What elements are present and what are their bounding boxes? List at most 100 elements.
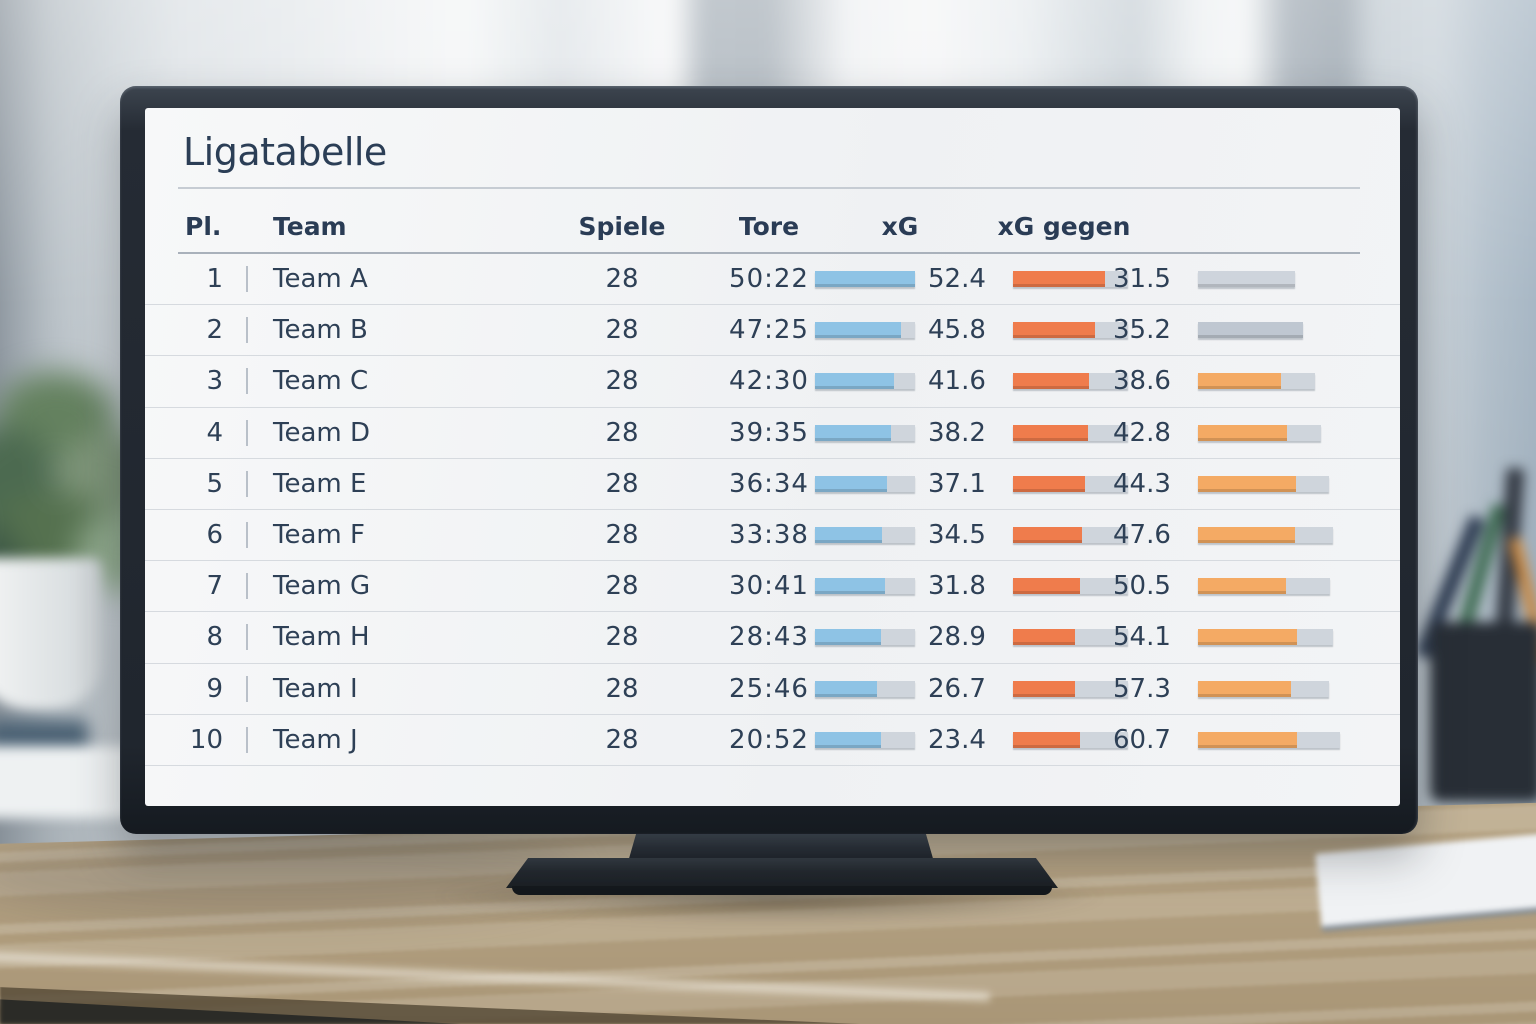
tore-cell: 47:25 bbox=[729, 315, 809, 346]
pencil-cup bbox=[1412, 440, 1536, 820]
rank-divider bbox=[246, 624, 248, 651]
header-divider bbox=[178, 252, 1360, 254]
xg-bar-fill bbox=[815, 629, 881, 646]
monitor-stand-base-lip bbox=[512, 886, 1052, 895]
trend-bar-fill bbox=[1198, 629, 1297, 646]
xg-gegen-value-cell: 38.6 bbox=[1113, 366, 1171, 397]
table-row: 5 Team E 28 36:34 37.1 44.3 bbox=[145, 459, 1400, 510]
monitor-stand-base bbox=[506, 858, 1058, 888]
team-name-cell: Team A bbox=[273, 264, 368, 295]
title-divider bbox=[178, 187, 1360, 189]
screen: Ligatabelle Pl. Team Spiele Tore xG xG g… bbox=[145, 108, 1400, 806]
xg-gegen-bar bbox=[1013, 271, 1128, 288]
xg-gegen-value-cell: 57.3 bbox=[1113, 673, 1171, 704]
xg-bar-fill bbox=[815, 578, 885, 595]
xg-value-cell: 41.6 bbox=[928, 366, 986, 397]
plant-pot bbox=[0, 558, 102, 710]
xg-gegen-value-cell: 42.8 bbox=[1113, 417, 1171, 448]
table-row: 7 Team G 28 30:41 31.8 50.5 bbox=[145, 561, 1400, 613]
xg-gegen-bar-fill bbox=[1013, 424, 1088, 441]
col-header-spiele: Spiele bbox=[578, 212, 666, 241]
col-header-pl: Pl. bbox=[185, 212, 222, 241]
xg-gegen-bar-fill bbox=[1013, 731, 1080, 748]
trend-bar-fill bbox=[1198, 271, 1295, 288]
team-name-cell: Team G bbox=[273, 571, 371, 602]
rank-cell: 1 bbox=[206, 264, 223, 295]
team-name-cell: Team C bbox=[273, 366, 369, 397]
spiele-cell: 28 bbox=[605, 264, 639, 295]
xg-gegen-value-cell: 44.3 bbox=[1113, 468, 1171, 499]
trend-bar bbox=[1198, 731, 1340, 748]
xg-gegen-bar bbox=[1013, 731, 1128, 748]
xg-gegen-bar-fill bbox=[1013, 475, 1086, 492]
rank-cell: 7 bbox=[206, 571, 223, 602]
xg-bar-fill bbox=[815, 680, 877, 697]
xg-bar bbox=[815, 424, 915, 441]
xg-gegen-value-cell: 54.1 bbox=[1113, 622, 1171, 653]
xg-gegen-bar bbox=[1013, 424, 1128, 441]
spiele-cell: 28 bbox=[605, 622, 639, 653]
trend-bar bbox=[1198, 271, 1295, 288]
rank-divider bbox=[246, 675, 248, 702]
xg-gegen-value-cell: 47.6 bbox=[1113, 520, 1171, 551]
xg-bar-fill bbox=[815, 731, 881, 748]
tore-cell: 25:46 bbox=[729, 673, 809, 704]
trend-bar-fill bbox=[1198, 373, 1282, 390]
tore-cell: 33:38 bbox=[729, 520, 809, 551]
xg-gegen-value-cell: 60.7 bbox=[1113, 724, 1171, 755]
team-name-cell: Team D bbox=[273, 417, 371, 448]
col-header-xg-gegen: xG gegen bbox=[997, 212, 1131, 241]
xg-gegen-bar bbox=[1013, 680, 1128, 697]
xg-value-cell: 34.5 bbox=[928, 520, 986, 551]
xg-bar-fill bbox=[815, 527, 882, 544]
xg-gegen-bar bbox=[1013, 475, 1128, 492]
xg-bar-fill bbox=[815, 373, 894, 390]
spiele-cell: 28 bbox=[605, 520, 639, 551]
xg-gegen-value-cell: 50.5 bbox=[1113, 571, 1171, 602]
xg-gegen-bar bbox=[1013, 322, 1128, 339]
rank-cell: 2 bbox=[206, 315, 223, 346]
xg-gegen-bar-fill bbox=[1013, 373, 1089, 390]
xg-gegen-value-cell: 35.2 bbox=[1113, 315, 1171, 346]
table-row: 4 Team D 28 39:35 38.2 42.8 bbox=[145, 408, 1400, 459]
tore-cell: 30:41 bbox=[729, 571, 809, 602]
tore-cell: 36:34 bbox=[729, 468, 809, 499]
xg-bar bbox=[815, 527, 915, 544]
trend-bar-fill bbox=[1198, 424, 1287, 441]
xg-bar bbox=[815, 680, 915, 697]
spiele-cell: 28 bbox=[605, 724, 639, 755]
rank-divider bbox=[246, 368, 248, 395]
spiele-cell: 28 bbox=[605, 417, 639, 448]
team-name-cell: Team F bbox=[273, 520, 365, 551]
trend-bar-fill bbox=[1198, 475, 1297, 492]
spiele-cell: 28 bbox=[605, 366, 639, 397]
xg-bar bbox=[815, 475, 915, 492]
monitor: Ligatabelle Pl. Team Spiele Tore xG xG g… bbox=[120, 86, 1418, 834]
table-row: 10 Team J 28 20:52 23.4 60.7 bbox=[145, 715, 1400, 766]
spiele-cell: 28 bbox=[605, 673, 639, 704]
rank-divider bbox=[246, 573, 248, 600]
xg-gegen-bar-fill bbox=[1013, 680, 1076, 697]
tore-cell: 50:22 bbox=[729, 264, 809, 295]
trend-bar bbox=[1198, 527, 1333, 544]
table-row: 8 Team H 28 28:43 28.9 54.1 bbox=[145, 612, 1400, 664]
trend-bar-fill bbox=[1198, 680, 1291, 697]
xg-bar-fill bbox=[815, 271, 915, 288]
xg-bar-fill bbox=[815, 322, 901, 339]
team-name-cell: Team B bbox=[273, 315, 368, 346]
rank-cell: 6 bbox=[206, 520, 223, 551]
xg-bar bbox=[815, 322, 915, 339]
trend-bar bbox=[1198, 322, 1303, 339]
rank-divider bbox=[246, 419, 248, 446]
rank-divider bbox=[246, 317, 248, 344]
spiele-cell: 28 bbox=[605, 315, 639, 346]
rank-cell: 3 bbox=[206, 366, 223, 397]
trend-bar bbox=[1198, 373, 1315, 390]
xg-gegen-bar bbox=[1013, 629, 1128, 646]
xg-gegen-bar bbox=[1013, 373, 1128, 390]
xg-gegen-bar-fill bbox=[1013, 527, 1082, 544]
rank-cell: 5 bbox=[206, 468, 223, 499]
rank-divider bbox=[246, 726, 248, 753]
xg-value-cell: 52.4 bbox=[928, 264, 986, 295]
tore-cell: 39:35 bbox=[729, 417, 809, 448]
